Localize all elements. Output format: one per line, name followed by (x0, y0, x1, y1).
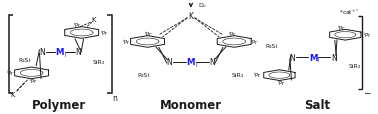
Text: SiR₃: SiR₃ (232, 72, 244, 77)
Text: Salt: Salt (304, 98, 330, 111)
Text: $^i$Pr: $^i$Pr (337, 23, 346, 32)
Text: K: K (188, 12, 194, 21)
Text: $^i$Pr: $^i$Pr (122, 37, 131, 46)
Text: M: M (309, 53, 318, 62)
Text: I: I (195, 62, 197, 67)
Text: I: I (318, 58, 319, 63)
Text: n: n (112, 93, 117, 102)
Text: M: M (56, 48, 64, 57)
Text: $^i$Pr: $^i$Pr (277, 78, 286, 88)
Text: K: K (11, 91, 15, 97)
Text: N: N (290, 53, 296, 62)
Text: N: N (75, 48, 81, 57)
Text: R₃Si: R₃Si (18, 58, 30, 63)
Text: SiR₃: SiR₃ (349, 63, 361, 68)
Text: M: M (187, 58, 195, 67)
Text: R₃Si: R₃Si (138, 72, 150, 77)
Text: D$_n$: D$_n$ (198, 1, 207, 10)
Text: $^i$Pr: $^i$Pr (6, 68, 15, 77)
Text: −: − (363, 88, 371, 97)
Text: $^i$Pr: $^i$Pr (73, 20, 82, 29)
Text: Polymer: Polymer (32, 98, 86, 111)
Text: $^i$Pr: $^i$Pr (254, 70, 262, 80)
Text: N: N (209, 58, 215, 67)
Text: *cat$^{+*}$: *cat$^{+*}$ (339, 7, 359, 17)
Text: R₃Si: R₃Si (266, 44, 278, 49)
Text: K: K (91, 17, 96, 23)
Text: $^i$Pr: $^i$Pr (29, 76, 38, 85)
Text: $^i$Pr: $^i$Pr (364, 30, 372, 39)
Text: N: N (167, 58, 172, 67)
Text: $^i$Pr: $^i$Pr (228, 29, 237, 39)
Text: I: I (64, 52, 66, 57)
Text: SiR₃: SiR₃ (93, 59, 105, 64)
Text: $^i$Pr: $^i$Pr (100, 28, 109, 37)
Text: $^i$Pr: $^i$Pr (144, 29, 153, 39)
Text: $^i$Pr: $^i$Pr (251, 37, 259, 46)
Text: N: N (40, 48, 45, 57)
Text: Monomer: Monomer (160, 98, 222, 111)
Text: N: N (331, 53, 337, 62)
